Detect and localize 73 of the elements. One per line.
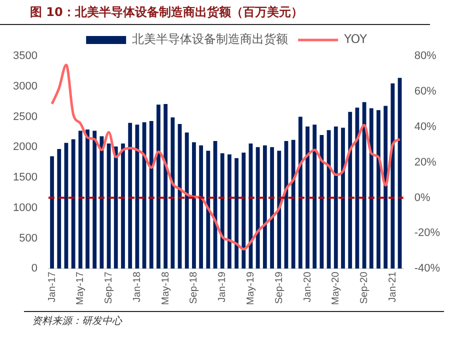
bar	[390, 83, 395, 269]
y2-tick-label: 0%	[414, 192, 430, 204]
bar	[376, 110, 380, 269]
bar	[121, 143, 125, 269]
y-tick-label: 500	[19, 232, 38, 244]
bar	[227, 154, 232, 269]
bar	[135, 124, 140, 269]
x-tick-label: May-19	[245, 271, 256, 306]
y-tick-label: 1500	[12, 172, 38, 184]
bar	[149, 121, 154, 269]
x-tick-label: Jan-21	[387, 271, 398, 302]
bar	[184, 132, 189, 269]
y-tick-label: 1000	[12, 202, 38, 214]
y-tick-label: 2000	[12, 141, 38, 154]
bar	[334, 126, 338, 269]
x-tick-label: Jan-19	[217, 271, 228, 302]
bar	[192, 142, 196, 269]
bar	[262, 145, 267, 269]
bar	[128, 122, 132, 269]
x-tick-label: May-20	[330, 271, 342, 306]
x-tick-label: Sep-17	[104, 271, 115, 304]
y-tick-label: 2500	[12, 110, 38, 123]
bar	[57, 148, 62, 269]
bar	[277, 150, 282, 269]
bar	[306, 126, 310, 269]
line-series	[50, 64, 402, 250]
bar	[71, 139, 76, 269]
bar	[256, 147, 260, 269]
y2-tick-label: -40%	[414, 262, 440, 275]
bar	[326, 130, 331, 269]
x-tick-label: Sep-18	[188, 271, 200, 304]
x-tick-label: May-18	[160, 271, 172, 306]
bar	[291, 140, 296, 269]
bar	[384, 106, 388, 269]
bar	[355, 108, 360, 269]
bar	[234, 158, 238, 269]
bar	[100, 136, 104, 269]
y-tick-label: 3500	[12, 50, 38, 62]
x-tick-label: Sep-19	[274, 271, 285, 304]
y2-tick-label: 20%	[414, 156, 437, 168]
legend-label: 北美半导体设备制造商出货额	[132, 32, 288, 46]
x-tick-label: May-17	[75, 271, 86, 306]
x-tick-label: Sep-20	[359, 271, 370, 304]
bar	[369, 108, 374, 269]
y-tick-label: 0	[31, 262, 38, 275]
bar	[220, 153, 224, 269]
bar	[50, 156, 54, 269]
y2-tick-label: 60%	[414, 85, 437, 98]
bar	[298, 116, 302, 269]
legend-label: YOY	[343, 32, 368, 46]
chart-title: 图 10：北美半导体设备制造商出货额（百万美元）	[0, 4, 430, 25]
bar	[348, 112, 352, 269]
x-tick-label: Jan-17	[46, 271, 58, 302]
bar	[114, 146, 118, 269]
bar	[242, 152, 246, 269]
bar	[78, 130, 82, 269]
text: 资料来源：研发中心	[24, 311, 444, 328]
y2-tick-label: 40%	[414, 120, 437, 133]
x-tick-label: Jan-18	[132, 271, 143, 302]
x-tick-label: Jan-20	[302, 271, 314, 302]
y-tick-label: 3000	[12, 80, 38, 92]
bar	[86, 130, 90, 269]
y2-tick-label: -20%	[414, 227, 440, 240]
bar	[164, 104, 168, 269]
bar	[341, 128, 345, 269]
bar	[312, 124, 317, 269]
bar	[92, 130, 97, 269]
y2-tick-label: 80%	[414, 50, 437, 62]
bar	[170, 117, 175, 269]
bar	[270, 147, 274, 269]
bar	[199, 145, 204, 269]
bar	[156, 104, 160, 269]
bar	[206, 150, 210, 269]
